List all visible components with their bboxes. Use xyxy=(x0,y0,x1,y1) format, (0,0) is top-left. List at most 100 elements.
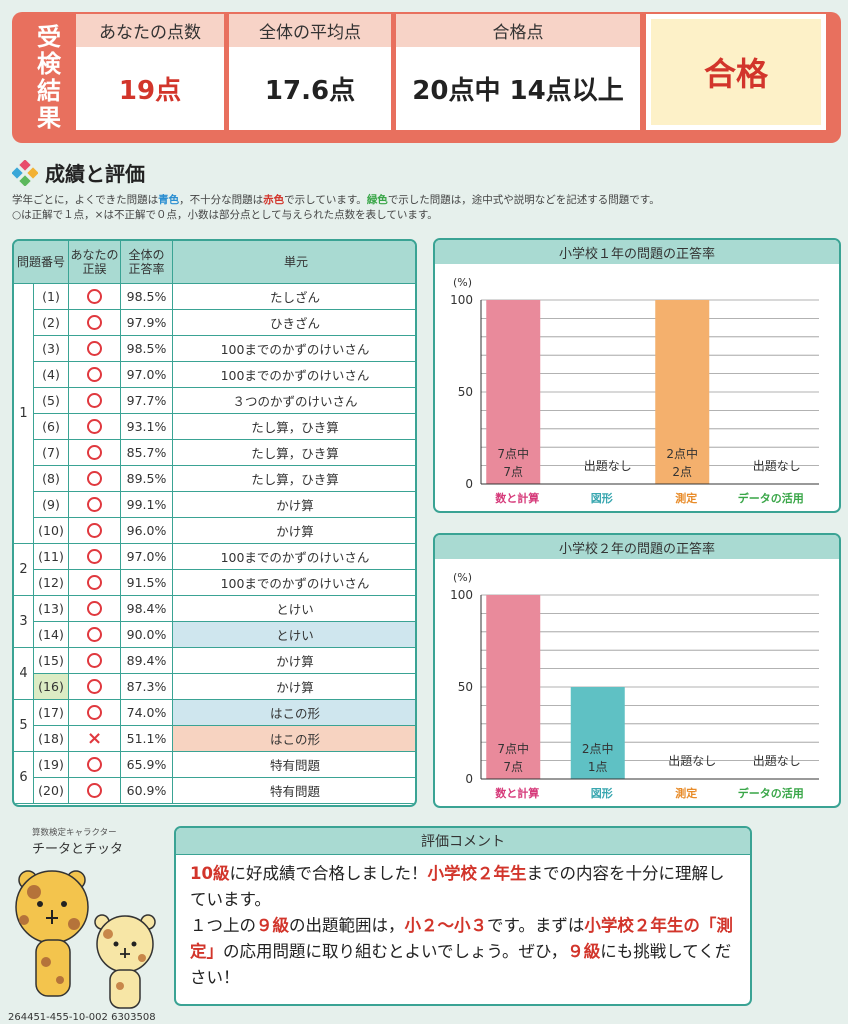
bar-label: 2点 xyxy=(672,465,692,479)
unit-name: かけ算 xyxy=(173,648,415,674)
table-row: (6) 93.1% たし算，ひき算 xyxy=(34,414,415,440)
correct-rate: 65.9% xyxy=(121,752,173,778)
unit-name: 特有問題 xyxy=(173,778,415,804)
y-axis-unit: (%) xyxy=(453,276,472,289)
label-char: 結 xyxy=(37,77,61,105)
circle-icon xyxy=(87,419,102,434)
y-tick-label: 0 xyxy=(465,772,473,786)
y-axis-unit: (%) xyxy=(453,571,472,584)
pass-line-label: 合格点 xyxy=(396,14,640,47)
category-label: 測定 xyxy=(675,491,697,505)
correct-mark xyxy=(69,674,121,700)
question-number: (9) xyxy=(34,492,69,518)
bar xyxy=(655,300,710,484)
category-label: 数と計算 xyxy=(495,491,539,505)
correct-mark xyxy=(69,310,121,336)
circle-icon xyxy=(87,653,102,668)
label-char: 受 xyxy=(37,23,61,51)
your-score-label: あなたの点数 xyxy=(76,14,224,47)
question-group-number: 3 xyxy=(14,596,34,648)
bar-label: 7点中 xyxy=(497,446,529,461)
question-number: (2) xyxy=(34,310,69,336)
desc-text: で示しています。 xyxy=(284,194,367,206)
correct-rate: 99.1% xyxy=(121,492,173,518)
unit-name: たし算，ひき算 xyxy=(173,466,415,492)
circle-icon xyxy=(87,627,102,642)
desc-green-word: 緑色 xyxy=(366,194,388,206)
circle-icon xyxy=(87,289,102,304)
correct-mark xyxy=(69,466,121,492)
correct-mark xyxy=(69,622,121,648)
correct-rate: 85.7% xyxy=(121,440,173,466)
your-score-value: 19点 xyxy=(118,76,182,106)
unit-name: たし算，ひき算 xyxy=(173,440,415,466)
correct-rate: 87.3% xyxy=(121,674,173,700)
question-number: (7) xyxy=(34,440,69,466)
question-number: (14) xyxy=(34,622,69,648)
question-number: (13) xyxy=(34,596,69,622)
table-row: (14) 90.0% とけい xyxy=(34,622,415,648)
y-tick-label: 100 xyxy=(450,293,473,307)
question-number: (10) xyxy=(34,518,69,544)
comment-title: 評価コメント xyxy=(176,828,750,855)
header-unit: 単元 xyxy=(173,241,415,284)
unit-name: かけ算 xyxy=(173,674,415,700)
correct-mark xyxy=(69,570,121,596)
comment-text: にも挑戦してください！ xyxy=(190,942,732,987)
chart-title: 小学校２年の問題の正答率 xyxy=(435,535,839,559)
header-text: 正答率 xyxy=(128,262,165,276)
chart-title: 小学校１年の問題の正答率 xyxy=(435,240,839,264)
question-number: (6) xyxy=(34,414,69,440)
pass-line-cell: 合格点 20点中 14点以上 xyxy=(396,14,640,130)
table-row: (18) × 51.1% はこの形 xyxy=(34,726,415,752)
unit-name: はこの形 xyxy=(173,700,415,726)
bar-label: 出題なし xyxy=(584,459,632,473)
category-label: 図形 xyxy=(591,786,613,800)
bar xyxy=(486,300,541,484)
correct-rate: 90.0% xyxy=(121,622,173,648)
header-question-number: 問題番号 xyxy=(14,241,69,284)
result-cell: 合格 xyxy=(646,14,826,130)
incorrect-mark: × xyxy=(69,726,121,752)
bar-label: 出題なし xyxy=(753,754,801,768)
correct-mark xyxy=(69,388,121,414)
unit-name: 100までのかずのけいさん xyxy=(173,362,415,388)
comment-text: の出題範囲は， xyxy=(289,916,405,935)
average-score-cell: 全体の平均点 17.6点 xyxy=(229,14,391,130)
circle-icon xyxy=(87,601,102,616)
unit-name: 100までのかずのけいさん xyxy=(173,570,415,596)
question-number: (15) xyxy=(34,648,69,674)
circle-icon xyxy=(87,393,102,408)
question-number: (4) xyxy=(34,362,69,388)
question-group-number: 1 xyxy=(14,284,34,544)
comment-text: に好成績で合格しました！ xyxy=(229,864,428,883)
table-row: (19) 65.9% 特有問題 xyxy=(34,752,415,778)
question-group-number: 4 xyxy=(14,648,34,700)
table-row: (4) 97.0% 100までのかずのけいさん xyxy=(34,362,415,388)
table-row: (9) 99.1% かけ算 xyxy=(34,492,415,518)
question-number: (1) xyxy=(34,284,69,310)
circle-icon xyxy=(87,445,102,460)
exam-result-label: 受 検 結 果 xyxy=(20,20,78,136)
table-row: (1) 98.5% たしざん xyxy=(34,284,415,310)
category-label: データの活用 xyxy=(738,491,804,505)
section-description: 学年ごとに，よくできた問題は青色，不十分な問題は赤色で示しています。緑色で示した… xyxy=(12,193,660,223)
circle-icon xyxy=(87,471,102,486)
table-row: (20) 60.9% 特有問題 xyxy=(34,778,415,804)
circle-icon xyxy=(87,523,102,538)
comment-emphasis: 小学校２年生の「測定」 xyxy=(190,916,733,961)
correct-rate: 98.4% xyxy=(121,596,173,622)
unit-name: とけい xyxy=(173,596,415,622)
unit-name: ひきざん xyxy=(173,310,415,336)
table-row: (12) 91.5% 100までのかずのけいさん xyxy=(34,570,415,596)
unit-name: たし算，ひき算 xyxy=(173,414,415,440)
small-cheetah xyxy=(94,914,156,1009)
circle-icon xyxy=(87,341,102,356)
unit-name: とけい xyxy=(173,622,415,648)
correct-rate: 51.1% xyxy=(121,726,173,752)
header-correct-rate: 全体の 正答率 xyxy=(121,241,173,284)
comment-emphasis: 小学校２年生 xyxy=(427,864,527,883)
character-names: チータとチッタ xyxy=(32,842,124,857)
question-number: (19) xyxy=(34,752,69,778)
chart-grade1: 小学校１年の問題の正答率 (%) 0 50 100 7点中 7点 数と計算 出題なし 図形 2点中… xyxy=(433,238,841,513)
